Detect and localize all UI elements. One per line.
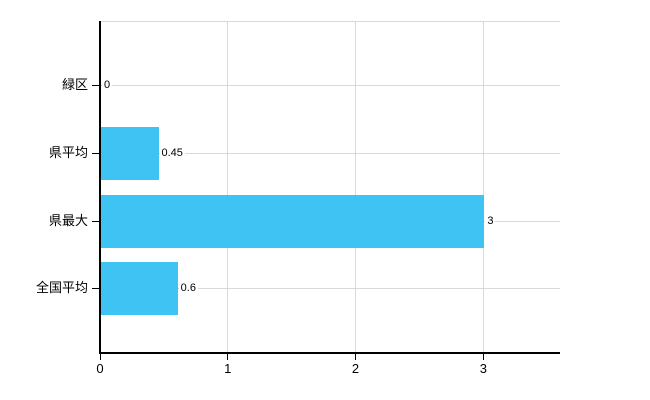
x-axis-tick [355, 354, 357, 360]
category-gridline [100, 152, 560, 154]
category-label: 県最大 [48, 213, 88, 228]
bar [101, 262, 178, 315]
x-tick-label: 3 [479, 361, 487, 376]
x-gridline [482, 21, 484, 353]
plot-top-border [100, 21, 560, 22]
category-gridline [100, 84, 560, 86]
category-label: 県平均 [48, 145, 88, 160]
x-gridline [355, 21, 357, 353]
y-axis-tick [92, 220, 100, 222]
y-axis-tick [92, 84, 100, 86]
x-axis-tick [99, 354, 101, 360]
y-axis-tick [92, 287, 100, 289]
x-axis-tick [482, 354, 484, 360]
y-axis-tick [92, 152, 100, 154]
y-axis-line [99, 21, 101, 353]
bar [101, 195, 485, 248]
value-label: 3 [485, 214, 496, 228]
x-tick-label: 0 [96, 361, 104, 376]
x-gridline [227, 21, 229, 353]
x-axis-tick [227, 354, 229, 360]
value-label: 0.6 [178, 281, 198, 295]
x-tick-label: 2 [351, 361, 360, 376]
bar [101, 127, 159, 180]
x-tick-label: 1 [224, 361, 232, 376]
x-axis-line [99, 352, 560, 354]
category-label: 緑区 [61, 77, 88, 92]
value-label: 0 [102, 78, 113, 92]
value-label: 0.45 [159, 146, 185, 160]
category-label: 全国平均 [35, 280, 88, 295]
category-gridline [100, 287, 560, 289]
